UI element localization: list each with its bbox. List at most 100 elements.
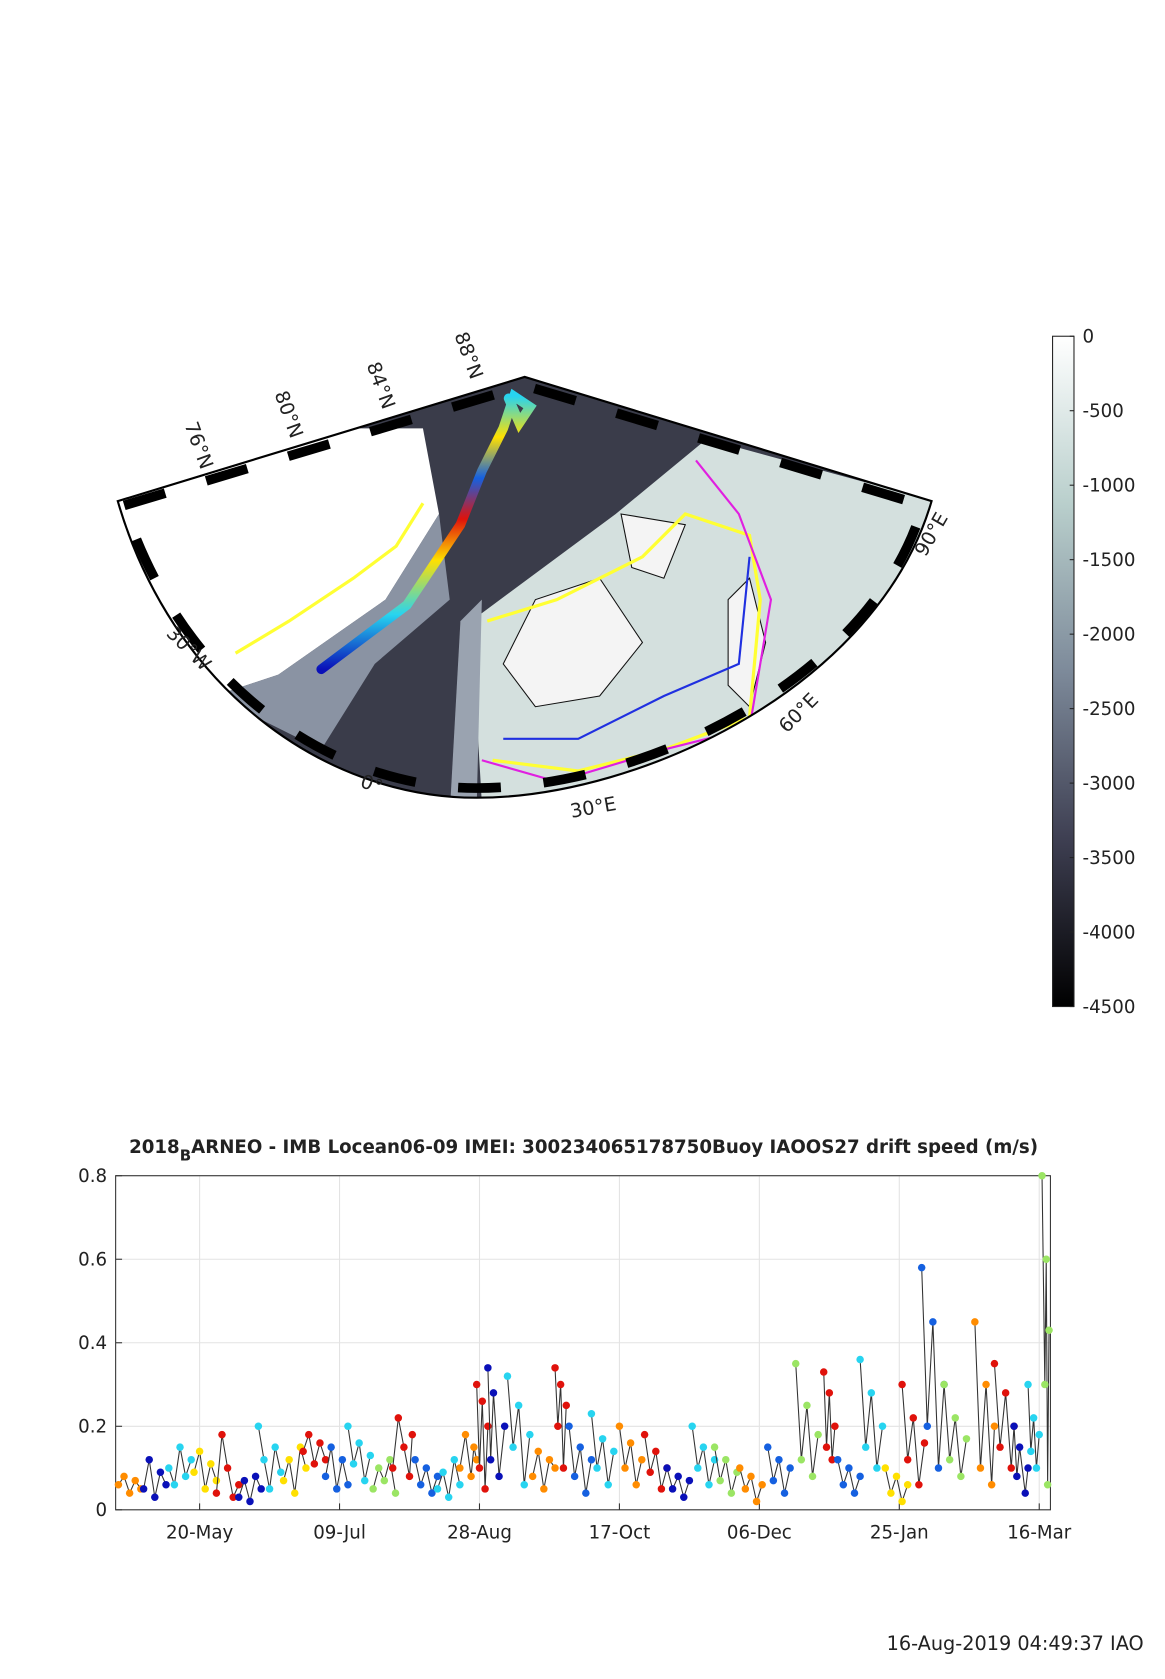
point [976, 1464, 985, 1472]
point [386, 1455, 394, 1464]
point [416, 1480, 425, 1489]
point [652, 1447, 660, 1456]
point [391, 1489, 400, 1497]
point [394, 1414, 403, 1422]
point [604, 1480, 612, 1489]
point [887, 1489, 895, 1497]
point [411, 1455, 419, 1464]
series-line [691, 1426, 716, 1485]
point [428, 1489, 436, 1497]
colorbar-label: -3000 [1083, 774, 1136, 795]
point [856, 1355, 864, 1364]
series-line [347, 1426, 371, 1481]
point [374, 1464, 383, 1472]
point [235, 1480, 243, 1489]
point [526, 1430, 534, 1439]
series-line [506, 1376, 531, 1485]
point [450, 1455, 459, 1464]
point [685, 1476, 694, 1485]
point [355, 1439, 363, 1447]
series-line [193, 1451, 217, 1490]
point [291, 1489, 299, 1497]
series-line [974, 1321, 995, 1485]
point [254, 1422, 263, 1431]
colorbar-label: -2500 [1083, 699, 1136, 720]
point [736, 1464, 744, 1472]
point [151, 1493, 159, 1502]
point [1001, 1389, 1010, 1397]
point [190, 1468, 198, 1476]
colorbar: 0 -500 -1000 -1500 -2000 -2500 -3000 -3500 -4000… [1052, 327, 1136, 1018]
point [640, 1430, 649, 1439]
series-line [859, 1359, 884, 1469]
point [310, 1460, 319, 1468]
slope [449, 599, 482, 798]
point [775, 1455, 783, 1464]
point [727, 1489, 736, 1497]
point [551, 1464, 559, 1472]
point [277, 1468, 285, 1476]
speed-chart: 2018BARNEO - IMB Locean06-09 IMEI: 30023… [78, 1137, 1072, 1543]
lat-label: 88°N [450, 329, 488, 383]
plot-frame [115, 1175, 1051, 1511]
point [260, 1455, 268, 1464]
point [405, 1472, 414, 1481]
x-tick-label: 17-Oct [589, 1523, 651, 1544]
point [195, 1447, 204, 1456]
point [819, 1368, 828, 1376]
point [803, 1401, 811, 1410]
contour [234, 502, 425, 655]
point [741, 1485, 750, 1493]
point [752, 1497, 761, 1506]
point [257, 1485, 265, 1493]
y-tick-label: 0 [95, 1500, 107, 1521]
point [302, 1464, 310, 1472]
point [878, 1422, 887, 1431]
point [1042, 1255, 1050, 1263]
point [489, 1389, 498, 1397]
point [839, 1480, 848, 1489]
point [828, 1455, 836, 1464]
point [570, 1472, 579, 1481]
lat-label: 84°N [362, 359, 400, 413]
point [786, 1464, 794, 1472]
map-frame [116, 375, 933, 799]
point [481, 1485, 489, 1493]
point [554, 1422, 562, 1431]
point [187, 1455, 195, 1464]
point [1029, 1414, 1038, 1422]
map-frame-ticks [119, 380, 929, 793]
point [987, 1480, 996, 1489]
point [1038, 1171, 1046, 1180]
point [380, 1476, 389, 1485]
title-part: ARNEO - IMB Locean06-09 IMEI: 3002340651… [191, 1137, 1038, 1158]
point [139, 1485, 148, 1493]
point [747, 1472, 755, 1481]
point [576, 1443, 584, 1451]
point [475, 1464, 484, 1472]
point [559, 1464, 568, 1472]
point [674, 1472, 682, 1481]
point [668, 1485, 677, 1493]
colorbar-label: -2000 [1083, 625, 1136, 646]
contour [503, 556, 751, 740]
point [680, 1493, 688, 1502]
point [444, 1493, 453, 1502]
point [212, 1476, 221, 1485]
point [833, 1455, 842, 1464]
point [769, 1476, 778, 1485]
point [456, 1480, 464, 1489]
point [176, 1443, 184, 1451]
point [699, 1443, 708, 1451]
point [850, 1489, 859, 1497]
point [484, 1364, 492, 1372]
point [982, 1380, 990, 1389]
point [758, 1480, 766, 1489]
point [797, 1455, 806, 1464]
series-line [666, 1467, 690, 1500]
contour [486, 512, 762, 773]
chart-title: 2018BARNEO - IMB Locean06-09 IMEI: 30023… [129, 1137, 1038, 1164]
point [470, 1443, 478, 1451]
point [131, 1476, 139, 1485]
